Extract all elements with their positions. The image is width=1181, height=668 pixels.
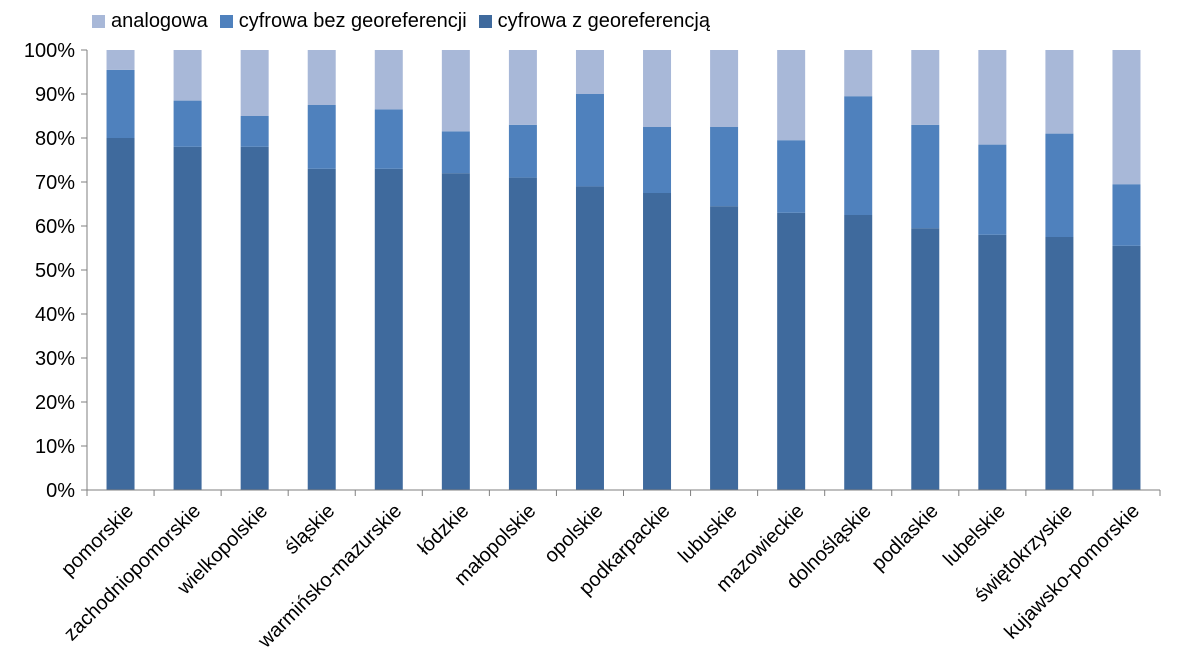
bar-segment-0-7 — [575, 186, 604, 490]
x-tick-label-13: lubelskie — [939, 500, 1010, 571]
bar-segment-2-13 — [978, 50, 1007, 145]
bar-segment-1-5 — [441, 131, 470, 174]
bar-segment-2-11 — [844, 50, 873, 97]
y-tick-label-2: 20% — [35, 392, 75, 414]
bar-segment-0-12 — [911, 228, 940, 490]
bar-segment-1-10 — [777, 140, 806, 213]
x-tick-label-15: kujawsko-pomorskie — [1000, 500, 1144, 644]
bar-segment-1-4 — [374, 109, 403, 169]
y-tick-label-3: 30% — [35, 348, 75, 370]
y-tick-label-1: 10% — [35, 436, 75, 458]
bar-segment-2-6 — [508, 50, 537, 125]
bar-segment-0-14 — [1045, 237, 1074, 490]
bar-segment-0-6 — [508, 177, 537, 490]
bar-segment-1-12 — [911, 124, 940, 229]
bar-segment-1-6 — [508, 124, 537, 178]
y-tick-label-4: 40% — [35, 304, 75, 326]
bar-segment-0-0 — [106, 138, 135, 490]
bar-segment-0-11 — [844, 215, 873, 490]
legend-item-cyfrowa-bez: cyfrowa bez georeferencji — [219, 9, 467, 33]
y-tick-label-10: 100% — [24, 40, 75, 62]
bar-segment-2-8 — [643, 50, 672, 127]
bar-segment-0-5 — [441, 173, 470, 490]
y-tick-label-5: 50% — [35, 260, 75, 282]
bar-segment-2-1 — [173, 50, 202, 101]
bar-segment-0-3 — [307, 168, 336, 491]
bar-segment-2-0 — [106, 50, 135, 70]
y-tick-label-7: 70% — [35, 172, 75, 194]
bar-segment-0-10 — [777, 212, 806, 491]
x-tick-label-12: podlaskie — [867, 500, 942, 575]
bar-segment-1-15 — [1112, 184, 1141, 246]
bar-segment-2-9 — [710, 50, 739, 127]
bar-segment-1-14 — [1045, 133, 1074, 237]
x-tick-label-5: łódzkie — [414, 500, 474, 560]
legend-item-analogowa: analogowa — [92, 10, 208, 33]
x-tick-label-3: śląskie — [280, 500, 339, 559]
bar-segment-1-7 — [575, 94, 604, 187]
bar-segment-0-2 — [240, 146, 269, 491]
bar-segment-0-13 — [978, 234, 1007, 490]
bar-segment-1-3 — [307, 105, 336, 169]
bar-segment-2-7 — [575, 50, 604, 94]
bar-segment-1-9 — [710, 127, 739, 207]
y-tick-label-8: 80% — [35, 128, 75, 150]
bar-segment-2-3 — [307, 50, 336, 105]
bar-segment-2-15 — [1112, 50, 1141, 185]
legend-swatch-cyfrowa-z — [478, 14, 492, 28]
bar-segment-1-8 — [643, 127, 672, 193]
legend-swatch-analogowa — [92, 14, 105, 28]
legend-item-cyfrowa-z: cyfrowa z georeferencją — [478, 9, 710, 33]
bar-segment-1-11 — [844, 96, 873, 215]
bar-segment-0-9 — [710, 206, 739, 490]
bar-segment-1-0 — [106, 69, 135, 138]
bar-segment-2-14 — [1045, 50, 1074, 134]
x-tick-label-9: lubuskie — [674, 500, 741, 567]
bar-segment-2-5 — [441, 50, 470, 132]
y-tick-label-6: 60% — [35, 216, 75, 238]
bar-segment-2-4 — [374, 50, 403, 110]
bar-segment-0-4 — [374, 168, 403, 491]
bar-segment-0-8 — [643, 193, 672, 490]
legend-label-cyfrowa-bez: cyfrowa bez georeferencji — [238, 9, 467, 32]
chart-legend: analogowa cyfrowa bez georeferencji cyfr… — [92, 8, 722, 34]
bar-segment-2-2 — [240, 50, 269, 116]
x-tick-label-7: opolskie — [540, 500, 607, 567]
bar-segment-1-13 — [978, 144, 1007, 235]
bar-segment-2-12 — [911, 50, 940, 125]
legend-label-analogowa: analogowa — [111, 9, 208, 32]
legend-swatch-cyfrowa-bez — [219, 14, 233, 28]
bar-segment-0-1 — [173, 146, 202, 491]
y-tick-label-9: 90% — [35, 84, 75, 106]
bar-segment-2-10 — [777, 50, 806, 141]
bar-segment-0-15 — [1112, 245, 1141, 490]
y-tick-label-0: 0% — [46, 480, 75, 502]
bar-segment-1-1 — [173, 100, 202, 147]
legend-label-cyfrowa-z: cyfrowa z georeferencją — [497, 9, 710, 32]
bar-segment-1-2 — [240, 116, 269, 147]
